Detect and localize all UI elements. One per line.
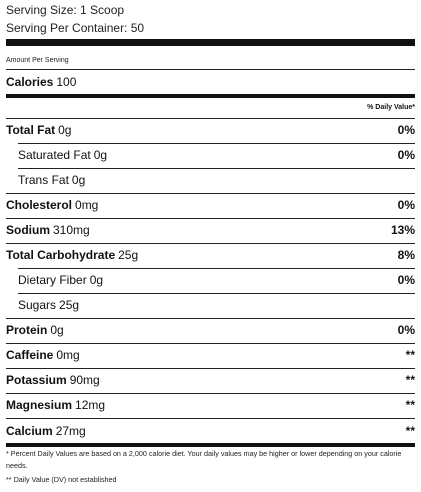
nutrient-amount: 0mg	[75, 198, 99, 212]
nutrient-daily-value: 0%	[397, 198, 415, 212]
divider	[6, 193, 415, 194]
nutrient-amount: 0mg	[56, 348, 80, 362]
divider	[6, 243, 415, 244]
divider	[6, 368, 415, 369]
footnote-percent-daily-value: * Percent Daily Values are based on a 2,…	[6, 449, 402, 470]
nutrient-row-sugars: Sugars 25g	[18, 297, 415, 314]
nutrient-row-saturated-fat: Saturated Fat 0g 0%	[18, 147, 415, 164]
nutrient-amount: 0g	[50, 323, 64, 337]
nutrient-row-trans-fat: Trans Fat 0g	[18, 172, 415, 189]
divider	[6, 118, 415, 119]
nutrient-amount: 310mg	[53, 223, 90, 237]
divider	[18, 293, 415, 294]
divider	[18, 268, 415, 269]
calories-row: Calories 100	[6, 74, 415, 91]
servings-per-container: Serving Per Container: 50	[6, 21, 145, 35]
divider	[6, 218, 415, 219]
nutrient-amount: 12mg	[75, 398, 106, 412]
nutrient-amount: 25g	[118, 248, 139, 262]
nutrient-amount: 0g	[93, 148, 108, 162]
nutrient-row-calcium: Calcium 27mg **	[6, 423, 415, 440]
nutrient-row-potassium: Potassium 90mg **	[6, 372, 415, 389]
divider	[6, 318, 415, 319]
nutrient-label: Magnesium	[6, 398, 73, 412]
nutrient-daily-value: **	[405, 348, 415, 362]
divider	[6, 69, 415, 70]
amount-per-serving: Amount Per Serving	[6, 57, 69, 64]
daily-value-header: % Daily Value*	[367, 104, 415, 111]
divider	[18, 168, 415, 169]
nutrient-label: Sodium	[6, 223, 50, 237]
nutrient-label: Potassium	[6, 373, 67, 387]
nutrient-label: Trans Fat	[18, 173, 69, 187]
thick-divider-calories	[6, 94, 415, 98]
nutrient-daily-value: **	[405, 424, 415, 438]
nutrient-row-protein: Protein 0g 0%	[6, 322, 415, 339]
nutrient-label: Sugars	[18, 298, 57, 312]
nutrient-daily-value: 0%	[397, 323, 415, 337]
nutrient-row-total-carbohydrate: Total Carbohydrate 25g 8%	[6, 247, 415, 264]
nutrient-label: Total Carbohydrate	[6, 248, 116, 262]
calories-value: 100	[56, 75, 77, 89]
nutrient-row-sodium: Sodium 310mg 13%	[6, 222, 415, 239]
divider	[6, 393, 415, 394]
nutrient-label: Total Fat	[6, 123, 56, 137]
nutrient-label: Saturated Fat	[18, 148, 91, 162]
nutrient-amount: 27mg	[55, 424, 86, 438]
nutrient-label: Dietary Fiber	[18, 273, 87, 287]
thick-divider-bottom	[6, 443, 415, 447]
nutrient-daily-value: **	[405, 398, 415, 412]
nutrient-label: Caffeine	[6, 348, 54, 362]
nutrient-label: Cholesterol	[6, 198, 73, 212]
nutrient-daily-value: **	[405, 373, 415, 387]
nutrient-amount: 0g	[71, 173, 86, 187]
nutrient-row-dietary-fiber: Dietary Fiber 0g 0%	[18, 272, 415, 289]
calories-label: Calories	[6, 75, 54, 89]
nutrient-daily-value: 8%	[397, 248, 415, 262]
divider	[6, 418, 415, 419]
nutrient-daily-value: 13%	[390, 223, 415, 237]
divider	[6, 343, 415, 344]
nutrient-row-cholesterol: Cholesterol 0mg 0%	[6, 197, 415, 214]
nutrient-label: Calcium	[6, 424, 53, 438]
nutrient-daily-value: 0%	[397, 148, 415, 162]
nutrient-amount: 90mg	[69, 373, 100, 387]
nutrient-row-total-fat: Total Fat 0g 0%	[6, 122, 415, 139]
divider	[18, 143, 415, 144]
nutrient-row-caffeine: Caffeine 0mg **	[6, 347, 415, 364]
nutrient-amount: 0g	[58, 123, 72, 137]
nutrient-daily-value: 0%	[397, 273, 415, 287]
thick-divider-top	[6, 39, 415, 46]
serving-size: Serving Size: 1 Scoop	[6, 3, 125, 17]
nutrient-label: Protein	[6, 323, 48, 337]
nutrient-amount: 0g	[89, 273, 104, 287]
nutrient-row-magnesium: Magnesium 12mg **	[6, 397, 415, 414]
nutrient-daily-value: 0%	[397, 123, 415, 137]
nutrient-amount: 25g	[59, 298, 80, 312]
footnote-dv-not-established: ** Daily Value (DV) not established	[6, 475, 117, 484]
